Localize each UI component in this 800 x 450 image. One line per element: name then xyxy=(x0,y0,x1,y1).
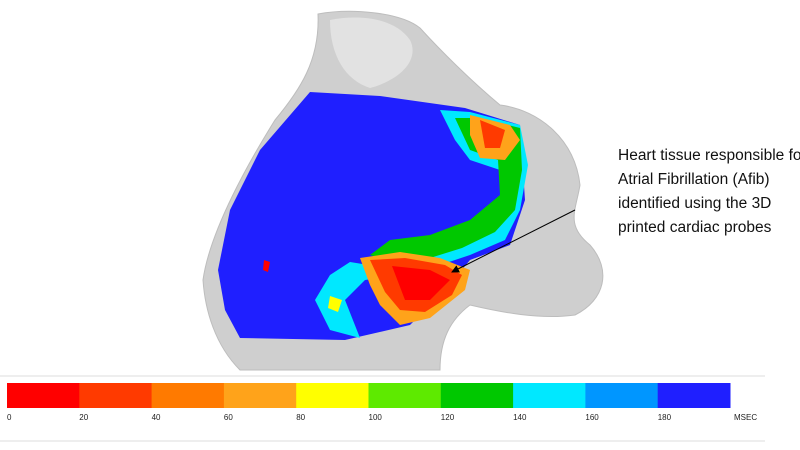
annotation-line: Atrial Fibrillation (Afib) xyxy=(618,171,770,188)
colorbar-tick-label: 40 xyxy=(152,413,161,422)
colorbar-tick-label: 120 xyxy=(441,413,455,422)
colorbar-segment xyxy=(513,383,586,408)
colorbar-segment xyxy=(657,383,731,408)
colorbar-tick-label: 60 xyxy=(224,413,233,422)
annotation-line: identified using the 3D xyxy=(618,195,771,212)
colorbar-tick-label: 100 xyxy=(369,413,383,422)
colorbar-segment xyxy=(7,383,80,408)
colorbar-tick-label: 180 xyxy=(658,413,672,422)
colorbar-segment xyxy=(79,383,153,408)
colorbar-segment xyxy=(585,383,659,408)
colorbar-tick-label: 160 xyxy=(585,413,599,422)
colorbar-tick-label: 20 xyxy=(79,413,88,422)
colorbar-segment xyxy=(223,383,297,408)
annotation-line: Heart tissue responsible for xyxy=(618,147,800,164)
colorbar-segment xyxy=(440,383,514,408)
colorbar-tick-label: 80 xyxy=(296,413,305,422)
colorbar: 0 20 40 60 80 100 120 140 160 180 MSEC xyxy=(7,383,757,422)
annotation: Heart tissue responsible for Atrial Fibri… xyxy=(618,147,800,236)
annotation-line: printed cardiac probes xyxy=(618,219,772,236)
annotation-arrow xyxy=(451,209,576,273)
colorbar-segment xyxy=(296,383,369,408)
heart-model xyxy=(202,10,604,371)
colorbar-tick-label: 140 xyxy=(513,413,527,422)
colorbar-tick-label: 0 xyxy=(7,413,12,422)
colorbar-segment xyxy=(368,383,442,408)
colorbar-segment xyxy=(151,383,225,408)
colorbar-unit: MSEC xyxy=(734,413,757,422)
